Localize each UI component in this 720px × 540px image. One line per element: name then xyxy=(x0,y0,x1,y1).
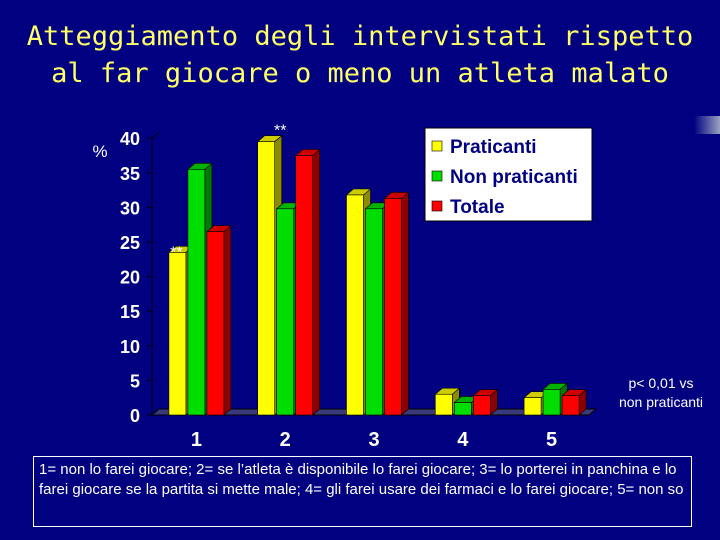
y-tick-label: 15 xyxy=(120,302,140,322)
bar-side-face xyxy=(401,191,409,416)
legend-label: Non praticanti xyxy=(450,167,578,188)
x-tick-label: 5 xyxy=(546,429,557,451)
y-axis-label: % xyxy=(92,142,107,161)
bar-side-face xyxy=(312,148,321,416)
x-tick-label: 2 xyxy=(280,429,291,451)
legend-label: Totale xyxy=(450,197,505,218)
significance-marker: ** xyxy=(170,244,182,261)
legend-swatch xyxy=(431,170,443,182)
y-tick-label: 40 xyxy=(120,129,140,149)
title-line-2: al far giocare o meno un atleta malato xyxy=(51,58,669,89)
bar xyxy=(384,198,402,416)
legend-swatch xyxy=(431,140,443,152)
decorative-accent xyxy=(694,116,720,134)
y-tick-label: 20 xyxy=(120,268,140,288)
legend-swatch xyxy=(431,200,443,212)
category-legend-caption: 1= non lo farei giocare; 2= se l’atleta … xyxy=(33,456,692,527)
bar xyxy=(453,402,472,416)
y-tick-label: 5 xyxy=(130,371,140,391)
bar xyxy=(472,395,491,416)
title-line-1: Atteggiamento degli intervistati rispett… xyxy=(26,21,694,52)
bar xyxy=(434,393,453,416)
note-line-2: non praticanti xyxy=(618,394,704,410)
bar xyxy=(187,169,206,416)
bar xyxy=(365,208,383,416)
bar xyxy=(257,141,276,416)
bar xyxy=(276,208,295,416)
bar xyxy=(523,397,542,416)
note-line-1: p< 0,01 vs xyxy=(628,375,694,391)
y-tick-label: 30 xyxy=(120,198,140,218)
x-tick-label: 4 xyxy=(457,429,469,451)
y-axis-depth-line xyxy=(151,131,160,139)
bar-side-face xyxy=(223,224,232,416)
x-tick-label: 1 xyxy=(191,429,202,451)
y-tick-label: 0 xyxy=(130,406,140,426)
y-tick-label: 10 xyxy=(120,337,140,357)
significance-note: p< 0,01 vs non praticanti xyxy=(603,374,719,412)
legend-label: Praticanti xyxy=(450,137,537,158)
significance-marker: ** xyxy=(274,123,286,140)
bar xyxy=(561,395,580,416)
bar xyxy=(346,194,364,416)
legend-box xyxy=(424,127,593,222)
bar xyxy=(295,155,314,416)
y-tick-label: 25 xyxy=(120,233,140,253)
bar xyxy=(206,231,225,416)
chart-title: Atteggiamento degli intervistati rispett… xyxy=(0,18,720,92)
y-tick-label: 35 xyxy=(120,164,140,184)
bar xyxy=(168,252,187,416)
bar xyxy=(542,389,561,416)
x-tick-label: 3 xyxy=(368,429,379,451)
